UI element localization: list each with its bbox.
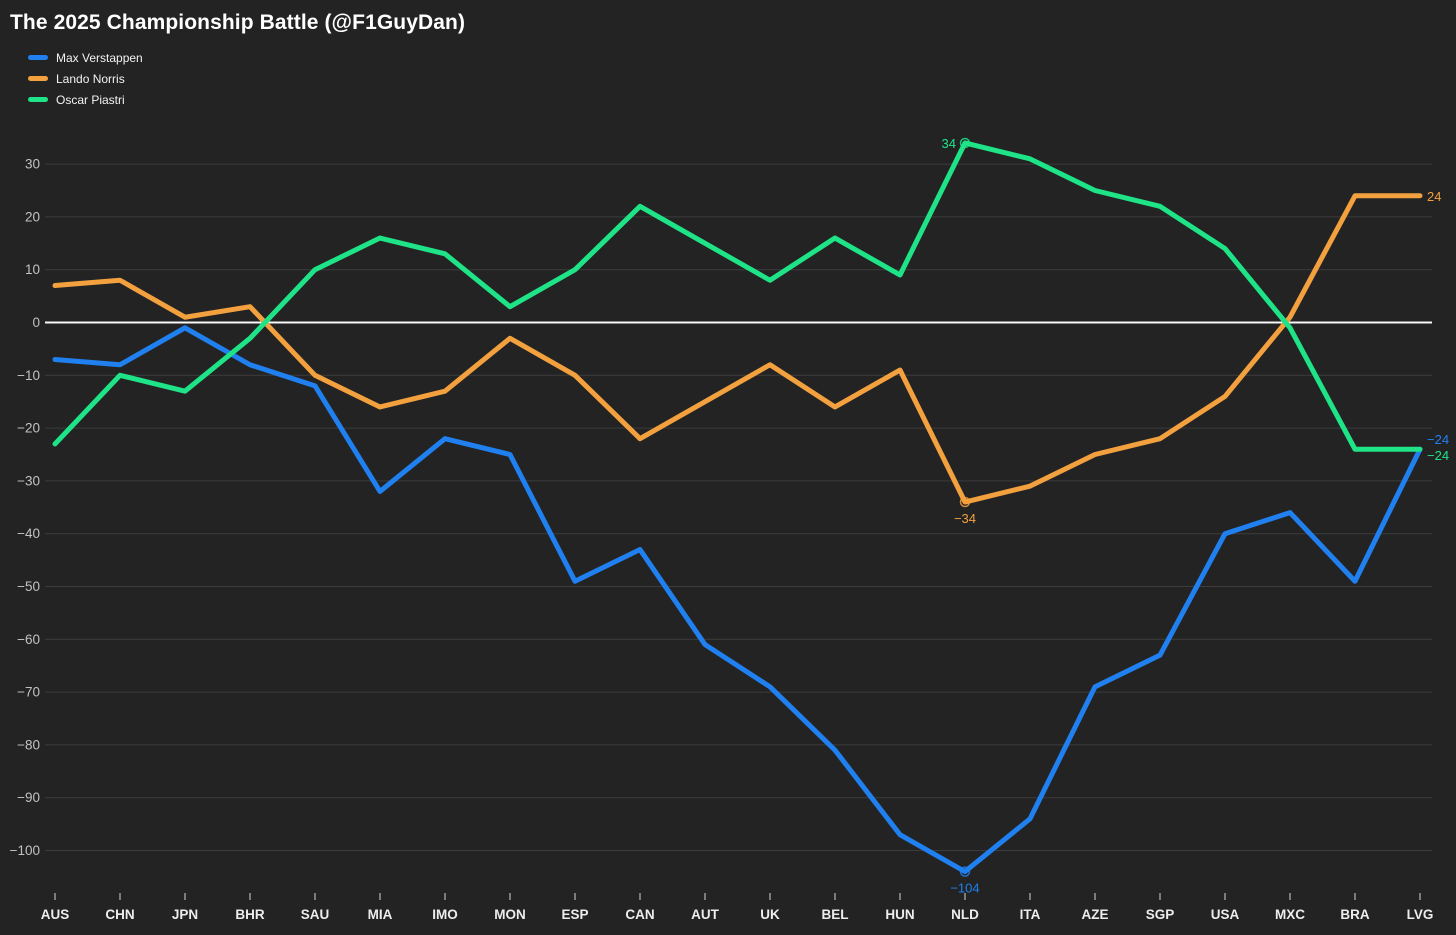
x-axis-tick-label: HUN (885, 907, 914, 922)
y-axis-tick-label: 10 (25, 262, 40, 277)
x-axis-tick-label: BRA (1340, 907, 1369, 922)
x-axis-tick-label: BHR (235, 907, 264, 922)
y-axis-tick-label: 20 (25, 209, 40, 224)
x-axis-tick-label: MXC (1275, 907, 1305, 922)
legend-label-lando-norris: Lando Norris (56, 71, 125, 86)
point-marker (959, 866, 971, 877)
series-line-oscar-piastri (52, 140, 1423, 452)
legend: Max Verstappen Lando Norris Oscar Piastr… (28, 47, 143, 110)
legend-item-max-verstappen: Max Verstappen (28, 47, 143, 68)
y-axis-tick-label: 0 (32, 315, 40, 330)
x-axis-tick-label: CHN (105, 907, 134, 922)
x-axis-tick-label: SAU (301, 907, 330, 922)
y-axis-tick-label: −100 (10, 843, 40, 858)
x-axis-tick-label: CAN (625, 907, 654, 922)
legend-swatch-max-verstappen (28, 55, 48, 60)
y-axis-tick-label: −60 (17, 632, 40, 647)
y-axis-tick-label: −20 (17, 421, 40, 436)
x-axis-tick-label: ESP (561, 907, 588, 922)
point-marker (959, 137, 971, 149)
x-axis-tick-label: BEL (822, 907, 849, 922)
point-value-label: −34 (954, 511, 976, 526)
series-line-lando-norris (52, 193, 1423, 505)
point-value-label: 34 (942, 136, 956, 151)
x-axis-tick-label: IMO (432, 907, 458, 922)
y-axis-tick-label: −30 (17, 473, 40, 488)
x-axis-tick-label: AUS (41, 907, 70, 922)
x-axis-tick-label: AZE (1082, 907, 1109, 922)
x-axis-tick-label: AUT (691, 907, 719, 922)
y-axis-tick-label: −90 (17, 790, 40, 805)
x-axis-tick-label: USA (1211, 907, 1240, 922)
legend-item-lando-norris: Lando Norris (28, 68, 143, 89)
legend-label-max-verstappen: Max Verstappen (56, 50, 143, 65)
point-value-label: 24 (1427, 189, 1441, 204)
legend-swatch-lando-norris (28, 76, 48, 81)
y-axis-tick-label: 30 (25, 157, 40, 172)
legend-label-oscar-piastri: Oscar Piastri (56, 92, 125, 107)
x-axis-tick-label: NLD (951, 907, 979, 922)
x-axis-tick-label: LVG (1407, 907, 1434, 922)
point-marker (959, 496, 971, 508)
y-axis-tick-label: −10 (17, 368, 40, 383)
x-axis-tick-label: MON (494, 907, 526, 922)
point-value-label: −104 (950, 881, 979, 896)
x-axis-tick-label: SGP (1146, 907, 1175, 922)
x-axis-tick-label: JPN (172, 907, 198, 922)
series-line-max-verstappen (52, 325, 1423, 875)
y-axis-tick-label: −70 (17, 685, 40, 700)
chart-title: The 2025 Championship Battle (@F1GuyDan) (10, 11, 466, 34)
point-value-label: −24 (1427, 448, 1449, 463)
y-axis-tick-label: −50 (17, 579, 40, 594)
y-axis-tick-label: −80 (17, 737, 40, 752)
legend-item-oscar-piastri: Oscar Piastri (28, 89, 143, 110)
y-axis-tick-label: −40 (17, 526, 40, 541)
x-axis-tick-label: MIA (368, 907, 393, 922)
x-axis-tick-label: ITA (1020, 907, 1041, 922)
point-value-label: −24 (1427, 432, 1449, 447)
x-axis-tick-label: UK (760, 907, 780, 922)
legend-swatch-oscar-piastri (28, 97, 48, 102)
